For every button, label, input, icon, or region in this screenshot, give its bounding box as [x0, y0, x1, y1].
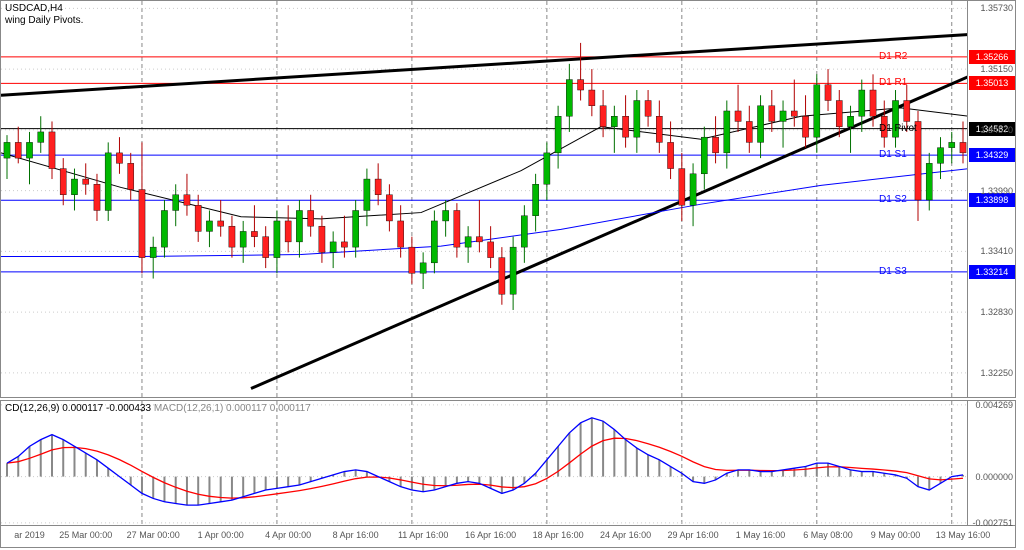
- pivot-label: D1 R2: [879, 51, 907, 62]
- pivot-label: D1 R1: [879, 77, 907, 88]
- xtick-label: ar 2019: [14, 530, 45, 540]
- ytick-label: 1.33410: [980, 246, 1013, 256]
- macd-title: CD(12,26,9) 0.000117 -0.000433 MACD(12,2…: [5, 403, 311, 414]
- xtick-label: 6 May 08:00: [803, 530, 853, 540]
- pivot-label: D1 S3: [879, 266, 907, 277]
- price-plot-area: USDCAD,H4 wing Daily Pivots. D1 R2 D1 R1 D…: [1, 1, 967, 397]
- xtick-label: 11 Apr 16:00: [398, 530, 448, 540]
- xtick-label: 4 Apr 00:00: [265, 530, 311, 540]
- xtick-label: 13 May 16:00: [936, 530, 991, 540]
- ytick-label: 1.35730: [980, 3, 1013, 13]
- macd-ytick: 0.000000: [975, 472, 1013, 482]
- xtick-label: 18 Apr 16:00: [533, 530, 584, 540]
- xtick-label: 16 Apr 16:00: [465, 530, 516, 540]
- chart-subtitle: wing Daily Pivots.: [5, 15, 83, 26]
- price-tag: 1.35266: [969, 50, 1015, 64]
- macd-plot-area: CD(12,26,9) 0.000117 -0.000433 MACD(12,2…: [1, 401, 967, 525]
- ytick-label: 1.32830: [980, 307, 1013, 317]
- macd-ytick: 0.004269: [975, 400, 1013, 410]
- ytick-label: 1.35150: [980, 64, 1013, 74]
- price-tag: 1.33214: [969, 265, 1015, 279]
- macd-scale: -0.0027510.0000000.004269: [967, 401, 1015, 525]
- pivot-label: D1 Pivot: [879, 123, 917, 134]
- xtick-label: 9 May 00:00: [871, 530, 921, 540]
- time-axis: ar 2019 25 Mar 00:00 27 Mar 00:00 1 Apr 00:…: [0, 526, 1016, 548]
- price-tag: 1.34329: [969, 148, 1015, 162]
- price-scale: 1.352661.350131.345821.343291.338981.332…: [967, 1, 1015, 397]
- pivot-label: D1 S2: [879, 194, 907, 205]
- chart-title: USDCAD,H4: [5, 3, 63, 14]
- ytick-label: 1.32250: [980, 368, 1013, 378]
- xtick-label: 1 May 16:00: [736, 530, 786, 540]
- ytick-label: 1.33990: [980, 186, 1013, 196]
- xtick-label: 1 Apr 00:00: [198, 530, 244, 540]
- price-tag: 1.35013: [969, 76, 1015, 90]
- xtick-label: 25 Mar 00:00: [59, 530, 112, 540]
- macd-panel[interactable]: CD(12,26,9) 0.000117 -0.000433 MACD(12,2…: [0, 400, 1016, 526]
- xtick-label: 24 Apr 16:00: [600, 530, 651, 540]
- xtick-label: 8 Apr 16:00: [333, 530, 379, 540]
- ytick-label: 1.34570: [980, 125, 1013, 135]
- price-chart[interactable]: USDCAD,H4 wing Daily Pivots. D1 R2 D1 R1 D…: [0, 0, 1016, 398]
- xtick-label: 29 Apr 16:00: [668, 530, 719, 540]
- xtick-label: 27 Mar 00:00: [127, 530, 180, 540]
- macd-svg: [1, 401, 969, 527]
- pivot-label: D1 S1: [879, 149, 907, 160]
- price-svg: [1, 1, 969, 399]
